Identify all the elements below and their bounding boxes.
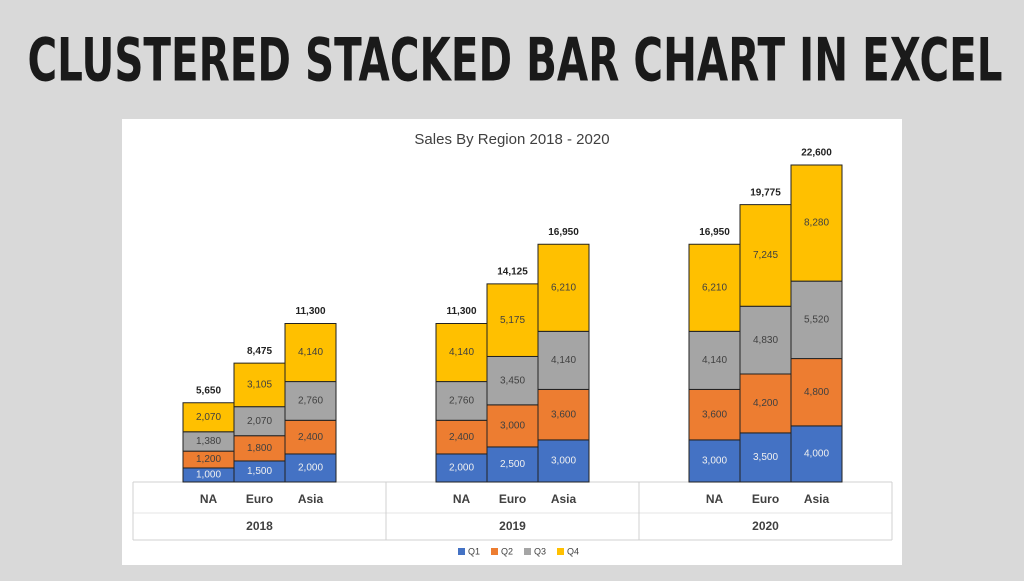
- data-label: 4,140: [298, 347, 323, 358]
- bar-segment: [486, 355, 539, 406]
- total-label: 22,600: [801, 148, 832, 159]
- legend-label: Q2: [501, 546, 513, 556]
- bar-segment: [486, 446, 539, 483]
- data-label: 2,070: [196, 412, 221, 423]
- bar-segment: [233, 435, 286, 462]
- bar-segment: [435, 419, 488, 455]
- legend-swatch: [557, 548, 564, 555]
- group-label: 2018: [246, 519, 273, 533]
- bar-segment: [435, 453, 488, 483]
- data-label: 5,175: [500, 315, 525, 326]
- legend-swatch: [491, 548, 498, 555]
- data-label: 4,830: [753, 335, 778, 346]
- data-label: 3,000: [551, 456, 576, 467]
- page-heading: CLUSTERED STACKED BAR CHART IN EXCEL: [28, 26, 1003, 96]
- bar-segment: [739, 305, 792, 375]
- total-label: 19,775: [750, 187, 781, 198]
- total-label: 16,950: [548, 227, 579, 238]
- data-label: 3,500: [753, 452, 778, 463]
- bar-segment: [688, 243, 741, 332]
- x-tick-label: Asia: [298, 492, 324, 506]
- data-label: 2,760: [449, 396, 474, 407]
- total-label: 5,650: [196, 385, 221, 396]
- total-label: 8,475: [247, 346, 272, 357]
- data-label: 1,200: [196, 454, 221, 465]
- data-label: 2,500: [500, 459, 525, 470]
- bar-segment: [790, 425, 843, 483]
- data-label: 8,280: [804, 218, 829, 229]
- data-label: 3,600: [702, 409, 727, 420]
- data-label: 1,800: [247, 443, 272, 454]
- bar-segment: [790, 164, 843, 282]
- bar-segment: [688, 330, 741, 390]
- bar-segment: [739, 373, 792, 434]
- data-label: 5,520: [804, 314, 829, 325]
- data-label: 2,760: [298, 396, 323, 407]
- bar-segment: [182, 402, 235, 433]
- data-label: 6,210: [702, 282, 727, 293]
- plot: 2018 NA 1,000 1,200 1,380 2,070 5,650 Euro 1,500…: [132, 148, 893, 556]
- x-tick-label: Asia: [551, 492, 577, 506]
- bar-segment: [486, 283, 539, 357]
- data-label: 4,140: [702, 355, 727, 366]
- data-label: 1,380: [196, 436, 221, 447]
- bar-segment: [739, 204, 792, 307]
- data-label: 2,400: [449, 432, 474, 443]
- data-label: 3,600: [551, 409, 576, 420]
- legend-label: Q4: [567, 546, 579, 556]
- total-label: 14,125: [497, 267, 528, 278]
- legend-label: Q3: [534, 546, 546, 556]
- data-label: 3,105: [247, 380, 272, 391]
- x-tick-label: Euro: [246, 492, 273, 506]
- data-label: 2,000: [298, 463, 323, 474]
- chart-title: Sales By Region 2018 - 2020: [414, 131, 609, 148]
- legend-swatch: [458, 548, 465, 555]
- bar-segment: [790, 280, 843, 360]
- data-label: 4,140: [551, 355, 576, 366]
- data-label: 4,800: [804, 387, 829, 398]
- x-tick-label: Euro: [499, 492, 526, 506]
- data-label: 4,200: [753, 398, 778, 409]
- bar-segment: [537, 388, 590, 441]
- x-tick-label: NA: [706, 492, 724, 506]
- bar-segment: [790, 358, 843, 427]
- data-label: 3,000: [702, 456, 727, 467]
- data-label: 7,245: [753, 250, 778, 261]
- bar-segment: [284, 323, 337, 383]
- x-tick-label: Euro: [752, 492, 779, 506]
- data-label: 4,000: [804, 449, 829, 460]
- legend-label: Q1: [468, 546, 480, 556]
- data-label: 3,450: [500, 375, 525, 386]
- bar-segment: [284, 381, 337, 421]
- data-label: 4,140: [449, 347, 474, 358]
- legend-swatch: [524, 548, 531, 555]
- x-tick-label: NA: [453, 492, 471, 506]
- x-tick-label: Asia: [804, 492, 830, 506]
- bar-segment: [233, 362, 286, 408]
- data-label: 1,000: [196, 470, 221, 481]
- total-label: 16,950: [699, 227, 730, 238]
- bar-segment: [284, 419, 337, 455]
- group-label: 2019: [499, 519, 526, 533]
- data-label: 2,070: [247, 416, 272, 427]
- bar-segment: [537, 439, 590, 483]
- bar-segment: [537, 243, 590, 332]
- data-label: 2,400: [298, 432, 323, 443]
- bar-segment: [688, 388, 741, 441]
- bar-segment: [739, 432, 792, 483]
- x-tick-label: NA: [200, 492, 218, 506]
- bar-segment: [435, 323, 488, 383]
- total-label: 11,300: [295, 306, 325, 317]
- data-label: 1,500: [247, 466, 272, 477]
- data-label: 3,000: [500, 421, 525, 432]
- total-label: 11,300: [446, 306, 476, 317]
- data-label: 2,000: [449, 463, 474, 474]
- bar-segment: [486, 404, 539, 448]
- group-label: 2020: [752, 519, 779, 533]
- data-label: 6,210: [551, 282, 576, 293]
